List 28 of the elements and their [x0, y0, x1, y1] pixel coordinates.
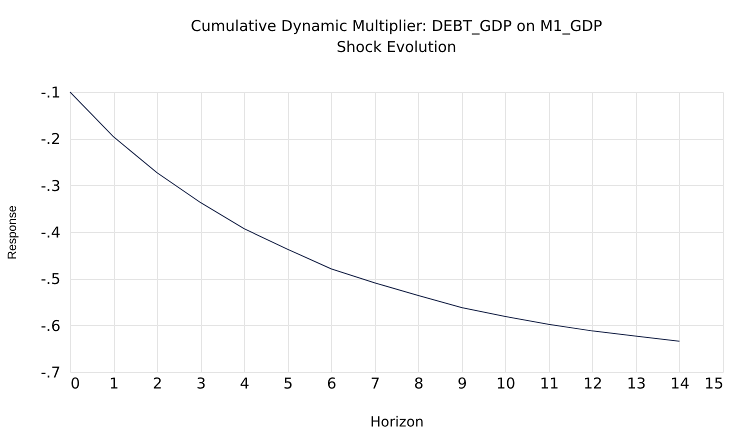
x-tick-label: 11	[540, 374, 559, 392]
x-axis-title: Horizon	[370, 414, 424, 430]
x-tick-label: 10	[496, 374, 516, 392]
y-tick-label: -.2	[40, 130, 60, 148]
x-tick-label: 1	[109, 374, 119, 392]
x-tick-label: 7	[370, 374, 380, 392]
x-tick-label: 13	[626, 374, 646, 392]
y-tick-label: -.6	[40, 316, 60, 335]
chart-subtitle: Shock Evolution	[336, 38, 456, 56]
x-tick-label: 8	[414, 374, 424, 392]
y-tick-label: -.1	[40, 84, 60, 102]
x-tick-label: 4	[240, 374, 250, 392]
x-tick-label: 0	[70, 374, 80, 392]
y-tick-label: -.7	[40, 364, 60, 382]
y-axis-title: Response	[4, 205, 19, 260]
y-tick-label: -.3	[40, 176, 60, 195]
x-tick-label: 15	[704, 374, 724, 392]
x-tick-label: 5	[283, 374, 293, 392]
y-tick-label: -.5	[40, 270, 60, 288]
x-tick-label: 12	[583, 374, 602, 392]
x-tick-label: 6	[326, 374, 336, 392]
x-tick-label: 2	[152, 374, 162, 392]
x-tick-label: 3	[196, 374, 206, 392]
x-tick-label: 9	[458, 374, 468, 392]
chart-title: Cumulative Dynamic Multiplier: DEBT_GDP on M1_GDP	[190, 17, 602, 35]
line-series	[70, 92, 680, 342]
x-tick-label: 14	[670, 374, 690, 392]
y-tick-label: -.4	[40, 224, 60, 242]
